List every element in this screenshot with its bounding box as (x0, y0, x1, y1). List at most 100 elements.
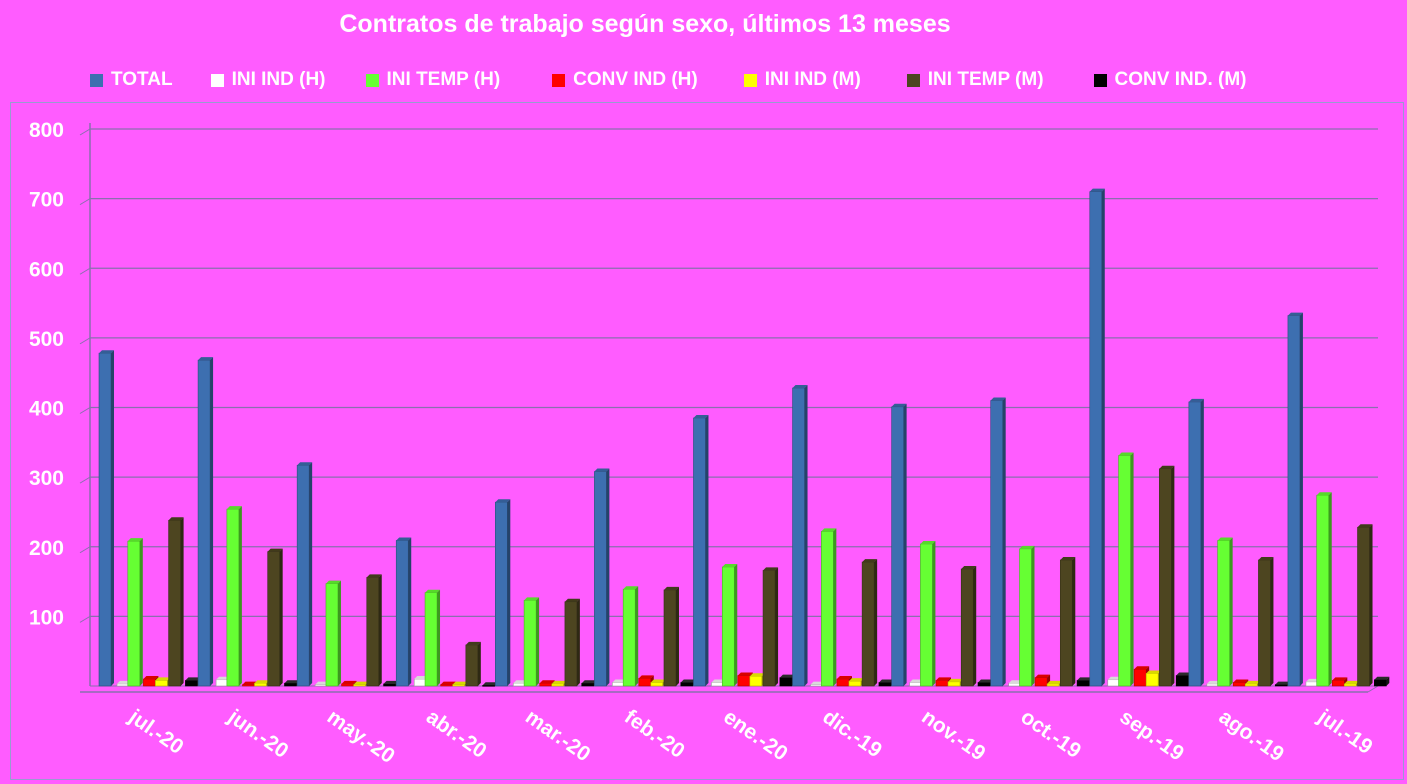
bar-top (1035, 674, 1051, 678)
bar-side (337, 580, 341, 686)
bar-side (536, 597, 540, 686)
bar-top (564, 598, 580, 602)
y-tick-label: 800 (29, 119, 64, 142)
bar-top (848, 678, 864, 682)
bar-top (341, 680, 357, 684)
bar-top (1188, 398, 1204, 402)
bar-side (1031, 545, 1035, 686)
y-tick-label: 600 (29, 258, 64, 281)
bar (693, 417, 706, 687)
bar-top (482, 682, 498, 686)
gridline-depth (79, 128, 91, 136)
bar (960, 568, 974, 687)
bar-top (650, 679, 666, 683)
bar (1089, 191, 1103, 687)
legend-label: CONV IND (H) (573, 69, 698, 90)
bar (1305, 681, 1319, 687)
legend-label: TOTAL (111, 69, 173, 90)
bar-top (267, 548, 283, 552)
bar (990, 400, 1003, 687)
bar (1332, 680, 1345, 687)
bar (413, 678, 427, 687)
bar (891, 406, 904, 687)
bar-side (507, 499, 511, 686)
bar-side (437, 589, 441, 686)
gridline-depth (79, 615, 91, 623)
bar-top (638, 675, 654, 679)
chart-legend: TOTAL INI IND (H) INI TEMP (H) CONV IND (H)… (90, 67, 1246, 93)
bar-top (1019, 545, 1035, 549)
bar-top (1047, 680, 1063, 684)
bar-side (477, 641, 481, 686)
bar-side (606, 468, 610, 686)
bar-side (576, 598, 580, 686)
plot-area-frame (10, 102, 1404, 780)
bar-top (763, 567, 779, 571)
bar-top (495, 499, 511, 503)
bar-top (242, 681, 258, 685)
bar (366, 577, 380, 687)
legend-label: INI IND (M) (764, 69, 861, 90)
bar-side (180, 517, 184, 686)
bar-side (111, 350, 114, 686)
bar-side (408, 537, 412, 686)
legend-label: INI TEMP (H) (386, 69, 501, 90)
bar-top (936, 677, 952, 681)
bar-top (524, 597, 540, 601)
bar (383, 683, 396, 687)
legend-item: CONV IND. (M) (1093, 69, 1246, 91)
bar (482, 685, 495, 687)
bar (1034, 677, 1048, 687)
bar (127, 540, 141, 687)
legend-item: INI TEMP (M) (906, 69, 1044, 91)
bar (168, 519, 181, 687)
bar (1188, 401, 1202, 687)
legend-swatch (90, 73, 103, 87)
bar-top (425, 589, 441, 593)
bar (1316, 494, 1330, 687)
bar (622, 588, 636, 687)
bar-top (297, 462, 313, 466)
bar-side (775, 567, 779, 686)
bar (594, 471, 607, 687)
bar (638, 678, 652, 687)
bar-top (693, 414, 709, 418)
bar-top (353, 681, 369, 685)
bar (848, 680, 862, 687)
bar (1008, 682, 1021, 687)
bar-top (155, 677, 171, 681)
bar (836, 678, 850, 687)
bar (1374, 679, 1387, 687)
legend-item: INI TEMP (H) (365, 69, 501, 91)
bar-side (635, 586, 639, 686)
bar-side (1369, 524, 1373, 686)
bar (779, 677, 793, 687)
legend-swatch (743, 73, 757, 87)
bar (920, 543, 933, 687)
bar (1287, 315, 1301, 687)
gridline-depth (79, 546, 91, 554)
legend-item: TOTAL (90, 69, 173, 91)
bar (1133, 668, 1147, 687)
legend-swatch (1093, 73, 1107, 87)
bar-top (1060, 556, 1076, 560)
bar-top (185, 677, 201, 681)
bar-side (1171, 465, 1175, 686)
gridline-depth (79, 337, 91, 345)
bar-side (309, 462, 313, 686)
bar-top (127, 538, 143, 542)
bar (1059, 559, 1073, 687)
bar-top (594, 468, 610, 472)
bar (861, 561, 875, 687)
bar (909, 682, 922, 687)
bar-top (383, 680, 399, 684)
x-tick-label: ago.-19 (1215, 705, 1288, 766)
bar (711, 682, 724, 687)
bar-side (705, 414, 709, 686)
bar (215, 679, 229, 687)
bar-top (99, 350, 114, 354)
bar-top (663, 586, 679, 590)
bar-top (1332, 677, 1348, 681)
x-tick-label: jul.-19 (1313, 705, 1377, 759)
